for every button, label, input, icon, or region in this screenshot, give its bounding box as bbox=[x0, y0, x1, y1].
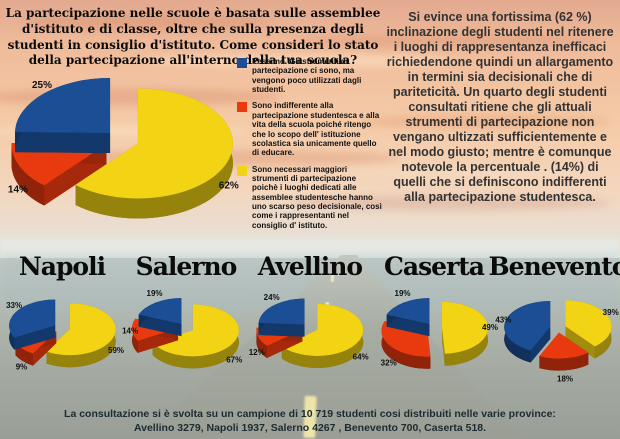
pie-slice bbox=[11, 143, 45, 206]
province-column-salerno: Salerno 67% 14% 19% bbox=[122, 250, 248, 392]
cloud bbox=[290, 196, 610, 210]
pie-slice bbox=[565, 326, 595, 359]
province-column-benevento: Benevento 39% 18% 43% bbox=[489, 250, 620, 392]
pie-slice bbox=[441, 327, 445, 366]
pie-percent-label: 32% bbox=[381, 359, 397, 368]
pie-percent-label: 33% bbox=[6, 301, 22, 310]
province-name: Caserta bbox=[384, 252, 485, 281]
province-charts-row: Napoli 59% 9% 33% Salerno 67% 14% 19% Avelli… bbox=[0, 250, 620, 392]
pie-slice bbox=[15, 343, 34, 366]
legend-label: Sono indifferente alla partecipazione st… bbox=[252, 101, 380, 158]
pie-slice bbox=[75, 88, 233, 199]
pie-percent-label: 19% bbox=[395, 289, 411, 298]
footer-line-1: La consultazione si è svolta su un campi… bbox=[64, 408, 556, 420]
pie-chart-overall: 62% 14% 25% bbox=[8, 77, 239, 219]
pie-percent-label: 62% bbox=[219, 181, 239, 192]
pie-percent-label: 59% bbox=[108, 346, 124, 355]
legend-label: Pessimo. Gli strumenti di partecipazione… bbox=[252, 57, 362, 95]
pie-slice bbox=[14, 325, 56, 350]
pie-slice bbox=[258, 322, 305, 337]
legend: Pessimo. Gli strumenti di partecipazione… bbox=[237, 57, 383, 237]
pie-percent-label: 19% bbox=[147, 289, 163, 298]
pie-slice bbox=[565, 300, 612, 347]
pie-slice bbox=[281, 303, 364, 356]
province-column-caserta: Caserta 49% 32% 19% bbox=[372, 250, 498, 392]
pie-percent-label: 39% bbox=[603, 308, 619, 317]
pie-slice bbox=[15, 77, 111, 133]
sunset-sky-background bbox=[0, 0, 620, 262]
legend-swatch-yellow-icon bbox=[237, 165, 247, 176]
pie-slice bbox=[152, 304, 239, 357]
legend-item-indifferente: Sono indifferente alla partecipazione st… bbox=[237, 101, 383, 157]
province-name: Salerno bbox=[135, 252, 238, 281]
cloud bbox=[20, 14, 270, 30]
pie-slice bbox=[11, 143, 107, 186]
cloud bbox=[300, 34, 600, 48]
pie-percent-label: 25% bbox=[32, 80, 52, 91]
province-column-napoli: Napoli 59% 9% 33% bbox=[0, 250, 124, 392]
footer-note: La consultazione si è svolta su un campi… bbox=[0, 407, 620, 435]
pie-percent-label: 24% bbox=[264, 293, 280, 302]
pie-percent-label: 49% bbox=[482, 323, 498, 332]
cloud bbox=[340, 168, 600, 178]
pie-chart-benevento: 39% 18% 43% bbox=[495, 300, 619, 383]
pie-slice bbox=[441, 301, 488, 354]
legend-item-maggiori-strumenti: Sono necessari maggiori strumenti di par… bbox=[237, 165, 383, 231]
question-title: La partecipazione nelle scuole è basata … bbox=[5, 6, 381, 68]
pie-percent-label: 14% bbox=[122, 326, 138, 335]
pie-slice bbox=[258, 298, 305, 325]
pie-slice bbox=[46, 303, 116, 356]
pie-slice bbox=[386, 314, 430, 337]
province-column-avellino: Avellino 64% 12% 24% bbox=[248, 250, 372, 392]
province-name: Avellino bbox=[257, 252, 363, 281]
pie-percent-label: 14% bbox=[8, 185, 28, 196]
pie-percent-label: 9% bbox=[16, 363, 28, 372]
pie-percent-label: 64% bbox=[353, 352, 369, 361]
pie-slice bbox=[381, 321, 431, 369]
pie-slice bbox=[138, 298, 182, 325]
pie-slice bbox=[75, 88, 233, 219]
pie-chart-napoli: 59% 9% 33% bbox=[6, 299, 124, 372]
pie-slice bbox=[138, 314, 182, 337]
pie-slice bbox=[539, 332, 589, 359]
legend-label: Sono necessari maggiori strumenti di par… bbox=[252, 164, 382, 230]
pie-percent-label: 12% bbox=[249, 348, 265, 357]
province-name: Benevento bbox=[488, 252, 620, 281]
pie-slice bbox=[256, 327, 267, 359]
pie-percent-label: 67% bbox=[226, 356, 242, 365]
pie-chart-caserta: 49% 32% 19% bbox=[381, 289, 498, 369]
cloud bbox=[140, 55, 460, 67]
pie-percent-label: 18% bbox=[557, 374, 573, 383]
pie-chart-avellino: 64% 12% 24% bbox=[249, 293, 369, 368]
legend-swatch-red-icon bbox=[237, 102, 247, 113]
province-name: Napoli bbox=[18, 252, 106, 281]
footer-line-2: Avellino 3279, Napoli 1937, Salerno 4267… bbox=[133, 422, 487, 435]
legend-swatch-blue-icon bbox=[237, 58, 247, 68]
pie-slice bbox=[530, 326, 551, 363]
cloud bbox=[360, 115, 610, 129]
commentary-text: Si evince una fortissima (62 %) inclinaz… bbox=[386, 10, 614, 204]
pie-slice bbox=[504, 300, 551, 351]
pie-percent-label: 43% bbox=[495, 316, 511, 325]
pie-chart-salerno: 67% 14% 19% bbox=[122, 289, 242, 369]
pie-slice bbox=[9, 299, 56, 338]
pie-slice bbox=[386, 298, 430, 325]
pie-slice bbox=[539, 352, 589, 371]
pie-slice bbox=[15, 132, 111, 153]
legend-item-pessimo: Pessimo. Gli strumenti di partecipazione… bbox=[237, 57, 383, 94]
